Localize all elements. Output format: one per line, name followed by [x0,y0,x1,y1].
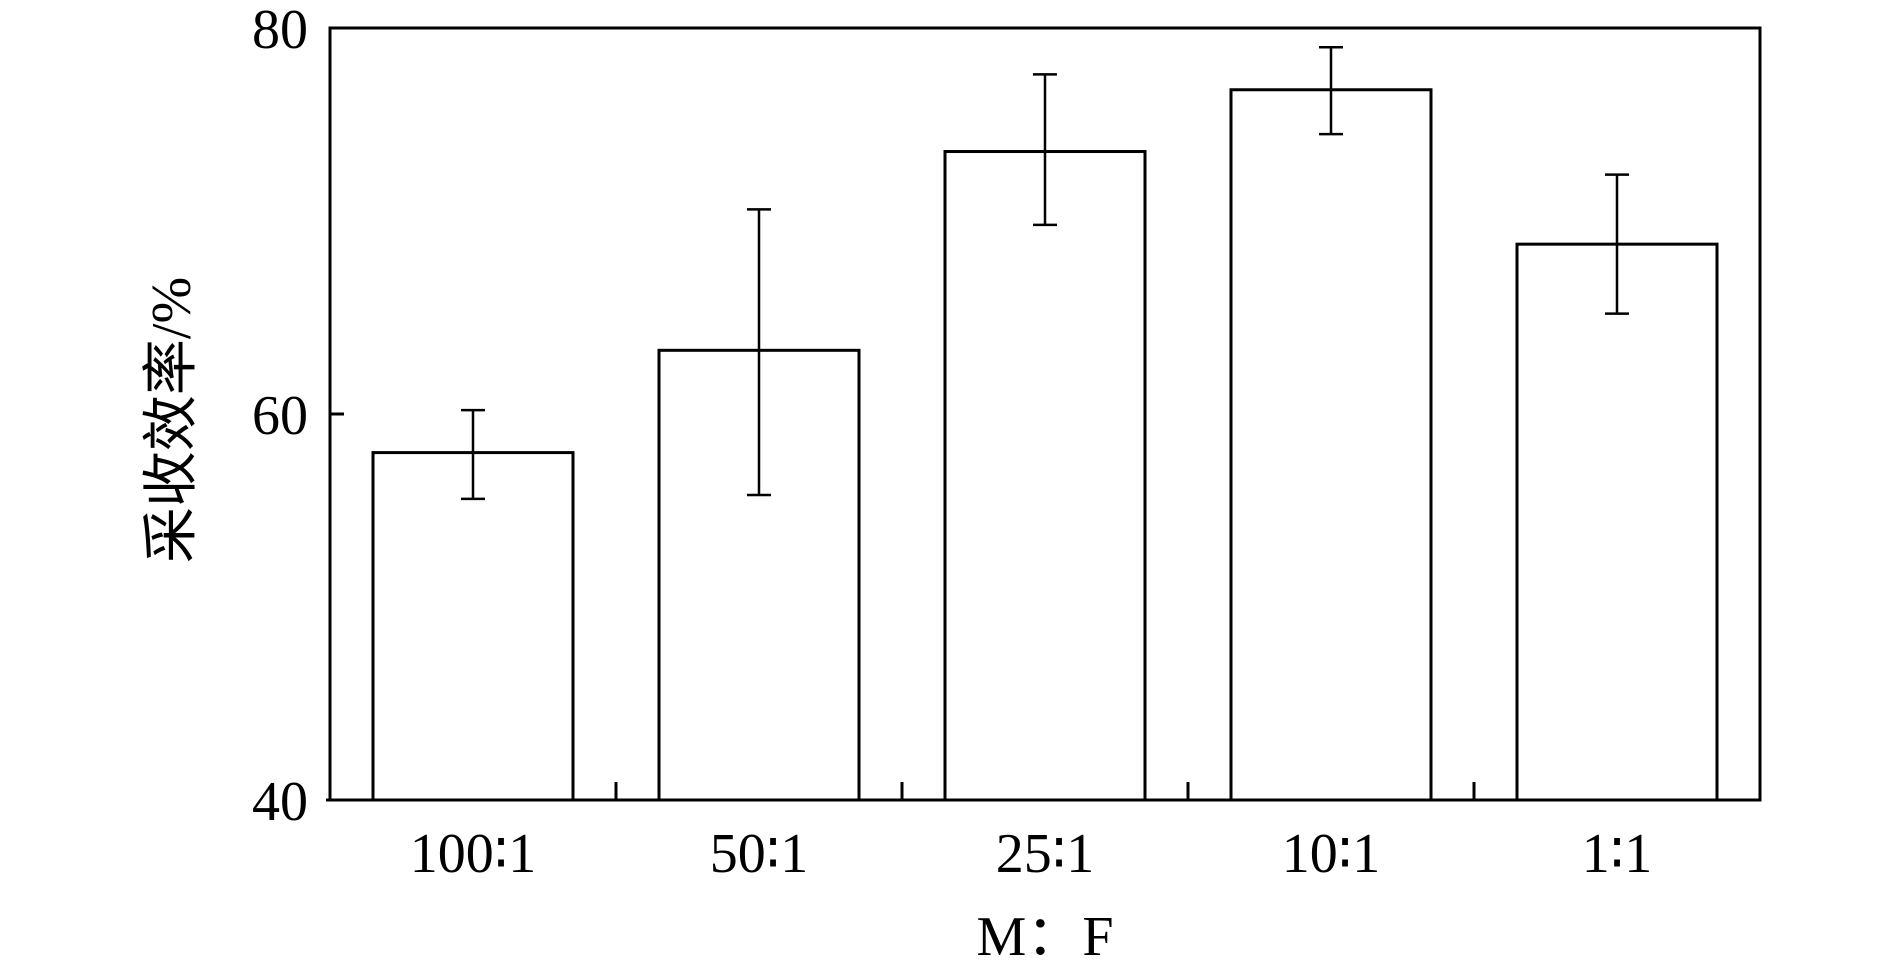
x-tick-label-3: 10∶1 [1282,823,1381,885]
chart-marks: 40 60 80 100∶1 50∶1 25∶1 10∶1 1∶1 [252,0,1760,885]
bar-3 [1229,88,1433,802]
y-axis-title: 采收效率/% [141,277,203,563]
y-tick-label-40: 40 [252,771,308,833]
y-tick-label-80: 80 [252,0,308,61]
y-tick-label-60: 60 [252,385,308,447]
bar-4 [1515,242,1719,802]
x-tick-label-0: 100∶1 [410,823,537,885]
x-tick-label-1: 50∶1 [710,823,809,885]
x-tick-label-4: 1∶1 [1582,823,1653,885]
x-tick-label-2: 25∶1 [996,823,1095,885]
x-axis-title: M：F [977,906,1114,967]
bar-2 [943,150,1147,802]
bar-0 [371,451,575,802]
